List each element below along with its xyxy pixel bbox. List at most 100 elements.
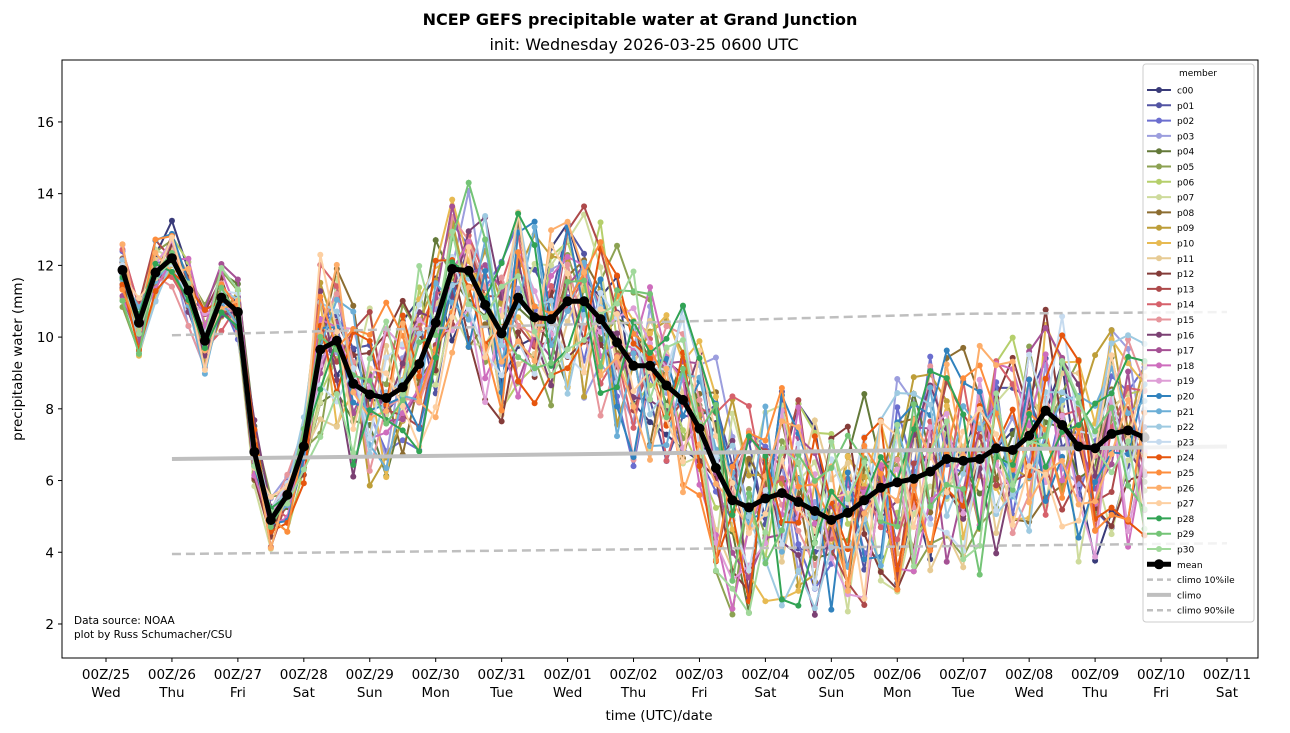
- data-point-p04: [811, 555, 818, 562]
- data-point-p05: [729, 611, 736, 618]
- legend-marker: [1156, 362, 1162, 369]
- data-point-p29: [1108, 404, 1115, 411]
- data-point-p26: [1092, 498, 1099, 505]
- legend-marker: [1156, 393, 1162, 399]
- data-point-p30: [712, 567, 719, 574]
- data-point-p29: [927, 503, 934, 510]
- data-point-p10: [647, 330, 654, 337]
- data-point-mean: [776, 488, 787, 499]
- legend-item-p07: p07: [1147, 194, 1194, 204]
- data-point-p24: [861, 434, 868, 441]
- data-point-p26: [383, 407, 390, 414]
- data-point-p22: [119, 257, 126, 264]
- data-point-p27: [317, 251, 324, 258]
- legend-label: p28: [1177, 515, 1194, 525]
- legend-title: member: [1179, 69, 1217, 79]
- y-tick-label: 12: [37, 258, 54, 274]
- data-point-p18: [647, 284, 654, 291]
- data-point-mean: [1123, 425, 1134, 436]
- x-axis-label: time (UTC)/date: [605, 708, 712, 724]
- data-point-p03: [515, 285, 522, 292]
- data-point-p22: [910, 390, 917, 397]
- data-point-p19: [1092, 553, 1099, 560]
- data-point-p01: [581, 250, 588, 257]
- data-point-p20: [1042, 498, 1049, 505]
- data-point-p30: [943, 418, 950, 425]
- data-point-p22: [1108, 340, 1115, 347]
- data-point-p30: [795, 459, 802, 466]
- data-point-p26: [432, 414, 439, 421]
- data-point-p23: [993, 507, 1000, 514]
- data-point-p23: [679, 314, 686, 321]
- legend-item-p03: p03: [1147, 132, 1194, 142]
- legend-marker: [1156, 546, 1162, 552]
- data-point-p15: [663, 323, 670, 330]
- legend-item-p20: p20: [1147, 393, 1194, 403]
- data-point-c00: [168, 217, 175, 224]
- data-point-p27: [877, 418, 884, 425]
- data-point-mean: [1024, 430, 1035, 441]
- data-point-p15: [1125, 336, 1132, 343]
- data-point-mean: [941, 454, 952, 465]
- legend-item-p17: p17: [1147, 347, 1194, 357]
- legend-label: p21: [1177, 408, 1194, 418]
- data-point-p29: [465, 179, 472, 186]
- data-point-p15: [366, 467, 373, 474]
- data-point-p27: [1042, 471, 1049, 478]
- data-point-p15: [284, 471, 291, 478]
- legend-marker: [1156, 178, 1162, 185]
- data-point-p07: [729, 410, 736, 417]
- x-tick-label: 00Z/07: [939, 667, 987, 683]
- legend-marker: [1156, 285, 1162, 292]
- data-point-p26: [449, 349, 456, 356]
- data-point-p22: [943, 512, 950, 519]
- data-point-mean: [958, 455, 969, 466]
- y-tick-label: 8: [45, 402, 54, 418]
- legend-label: p17: [1177, 347, 1194, 357]
- data-point-mean: [612, 337, 623, 348]
- data-point-p16: [960, 515, 967, 522]
- data-point-p30: [663, 344, 670, 351]
- x-axis: 00Z/25 Wed 00Z/26 Thu 00Z/27 Fri 00Z/28 Sat 00Z/…: [82, 658, 1251, 701]
- data-point-p13: [1059, 506, 1066, 513]
- data-point-p16: [465, 228, 472, 235]
- data-point-p26: [861, 510, 868, 517]
- data-point-mean: [348, 378, 359, 389]
- data-point-p09: [1092, 352, 1099, 359]
- data-point-p13: [910, 460, 917, 467]
- data-point-p26: [1059, 457, 1066, 464]
- x-tick-label: 00Z/08: [1005, 667, 1053, 683]
- legend-item-p15: p15: [1147, 316, 1194, 326]
- data-point-p02: [927, 353, 934, 360]
- data-point-p25: [152, 236, 159, 243]
- data-point-p14: [333, 283, 340, 290]
- y-tick-label: 4: [45, 545, 54, 561]
- data-point-p19: [1125, 527, 1132, 534]
- data-point-mean: [974, 454, 985, 465]
- data-point-p26: [679, 489, 686, 496]
- data-point-p15: [498, 274, 505, 281]
- legend-label: p19: [1177, 377, 1194, 387]
- data-point-p05: [745, 485, 752, 492]
- data-point-p28: [449, 259, 456, 266]
- legend-label: p07: [1177, 194, 1194, 204]
- data-point-p23: [943, 529, 950, 536]
- data-point-p13: [581, 203, 588, 210]
- legend-item-p29: p29: [1147, 530, 1194, 540]
- data-point-p30: [531, 328, 538, 335]
- data-point-p28: [1125, 353, 1132, 360]
- data-point-p13: [993, 482, 1000, 489]
- x-tick-day-label: Fri: [230, 685, 246, 701]
- data-point-p15: [333, 291, 340, 298]
- data-point-mean: [661, 380, 672, 391]
- data-point-p13: [861, 602, 868, 609]
- data-point-p24: [894, 566, 901, 573]
- data-point-p27: [465, 244, 472, 251]
- data-point-p20: [663, 355, 670, 362]
- legend-marker: [1156, 408, 1162, 415]
- data-point-p25: [498, 407, 505, 414]
- data-point-p22: [745, 513, 752, 520]
- data-point-mean: [414, 358, 425, 369]
- legend-marker: [1156, 270, 1162, 277]
- legend-label: p27: [1177, 500, 1194, 510]
